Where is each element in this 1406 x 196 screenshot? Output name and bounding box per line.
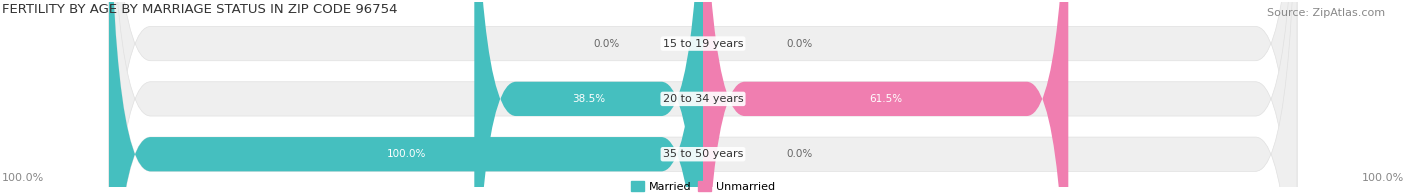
Legend: Married, Unmarried: Married, Unmarried	[627, 177, 779, 196]
Text: 0.0%: 0.0%	[593, 39, 620, 49]
FancyBboxPatch shape	[703, 0, 1069, 196]
FancyBboxPatch shape	[110, 0, 1296, 196]
Text: 20 to 34 years: 20 to 34 years	[662, 94, 744, 104]
Text: 38.5%: 38.5%	[572, 94, 605, 104]
Text: FERTILITY BY AGE BY MARRIAGE STATUS IN ZIP CODE 96754: FERTILITY BY AGE BY MARRIAGE STATUS IN Z…	[1, 3, 398, 16]
Text: 0.0%: 0.0%	[786, 149, 813, 159]
FancyBboxPatch shape	[110, 0, 1296, 196]
Text: 0.0%: 0.0%	[786, 39, 813, 49]
Text: 15 to 19 years: 15 to 19 years	[662, 39, 744, 49]
Text: Source: ZipAtlas.com: Source: ZipAtlas.com	[1267, 8, 1385, 18]
FancyBboxPatch shape	[110, 0, 1296, 196]
Text: 61.5%: 61.5%	[869, 94, 903, 104]
FancyBboxPatch shape	[474, 0, 703, 196]
Text: 100.0%: 100.0%	[387, 149, 426, 159]
FancyBboxPatch shape	[110, 0, 703, 196]
Text: 100.0%: 100.0%	[1, 173, 45, 183]
Text: 35 to 50 years: 35 to 50 years	[662, 149, 744, 159]
Text: 100.0%: 100.0%	[1361, 173, 1405, 183]
